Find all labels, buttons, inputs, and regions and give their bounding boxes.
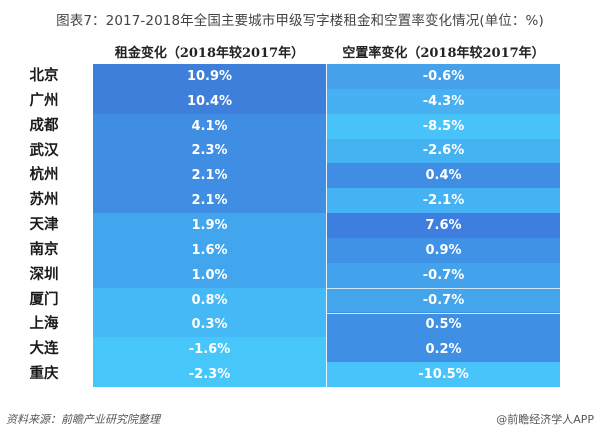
table-row: 1.6% 0.9% <box>93 237 560 263</box>
vacancy-cell: 0.5% <box>327 312 560 338</box>
table-row: 4.1% -8.5% <box>93 113 560 139</box>
vacancy-cell: 0.4% <box>327 163 560 189</box>
rent-cell: 10.4% <box>93 88 326 114</box>
table-row: 1.9% 7.6% <box>93 213 560 238</box>
rent-cell: 10.9% <box>93 64 326 89</box>
credit-note: @前瞻经济学人APP <box>496 413 594 426</box>
column-divider <box>326 64 327 387</box>
city-label: 天津 <box>29 216 59 234</box>
row-divider <box>327 312 560 314</box>
data-table: 10.9% -0.6% 10.4% -4.3% 4.1% -8.5% 2.3% … <box>93 64 560 387</box>
table-row: 1.0% -0.7% <box>93 262 560 288</box>
city-label: 重庆 <box>29 365 59 383</box>
vacancy-cell: -8.5% <box>327 113 560 139</box>
rent-cell: 4.1% <box>93 113 326 139</box>
vacancy-column-header: 空置率变化（2018年较2017年） <box>342 46 545 61</box>
city-label: 广州 <box>29 91 59 109</box>
chart-title: 图表7：2017-2018年全国主要城市甲级写字楼租金和空置率变化情况(单位：%… <box>56 13 544 29</box>
vacancy-cell: 7.6% <box>327 213 560 238</box>
vacancy-cell: -2.1% <box>327 188 560 214</box>
city-label: 上海 <box>29 315 59 333</box>
city-label: 大连 <box>29 340 59 358</box>
row-divider <box>327 287 560 289</box>
vacancy-cell: -0.7% <box>327 262 560 288</box>
rent-cell: -1.6% <box>93 337 326 363</box>
city-label: 成都 <box>29 116 59 134</box>
city-label: 厦门 <box>29 290 59 308</box>
rent-cell: 1.0% <box>93 262 326 288</box>
vacancy-cell: -4.3% <box>327 88 560 114</box>
city-label: 南京 <box>29 240 59 258</box>
city-label: 武汉 <box>29 141 59 159</box>
vacancy-cell: -2.6% <box>327 138 560 164</box>
rent-cell: 2.3% <box>93 138 326 164</box>
source-note: 资料来源：前瞻产业研究院整理 <box>6 413 160 426</box>
rent-column-header: 租金变化（2018年较2017年） <box>114 46 305 61</box>
vacancy-cell: 0.2% <box>327 337 560 363</box>
rent-cell: 1.9% <box>93 213 326 238</box>
city-label: 苏州 <box>29 191 59 209</box>
city-label: 北京 <box>29 67 59 84</box>
table-row: 2.1% 0.4% <box>93 163 560 189</box>
table-row: 10.9% -0.6% <box>93 64 560 89</box>
table-row: 0.3% 0.5% <box>93 312 560 338</box>
table-row: 10.4% -4.3% <box>93 88 560 114</box>
rent-cell: -2.3% <box>93 362 326 387</box>
rent-cell: 1.6% <box>93 237 326 263</box>
rent-cell: 0.3% <box>93 312 326 338</box>
city-label: 深圳 <box>29 265 59 283</box>
rent-cell: 0.8% <box>93 287 326 313</box>
rent-cell: 2.1% <box>93 163 326 189</box>
city-labels: 北京 广州 成都 武汉 杭州 苏州 天津 南京 深圳 厦门 上海 大连 重庆 <box>14 64 74 387</box>
vacancy-cell: 0.9% <box>327 237 560 263</box>
vacancy-cell: -0.6% <box>327 64 560 89</box>
table-row: 2.1% -2.1% <box>93 188 560 214</box>
table-row: 2.3% -2.6% <box>93 138 560 164</box>
table-row: -1.6% 0.2% <box>93 337 560 363</box>
table-row: 0.8% -0.7% <box>93 287 560 313</box>
table-row: -2.3% -10.5% <box>93 362 560 387</box>
vacancy-cell: -0.7% <box>327 287 560 313</box>
vacancy-cell: -10.5% <box>327 362 560 387</box>
city-label: 杭州 <box>29 166 59 184</box>
rent-cell: 2.1% <box>93 188 326 214</box>
